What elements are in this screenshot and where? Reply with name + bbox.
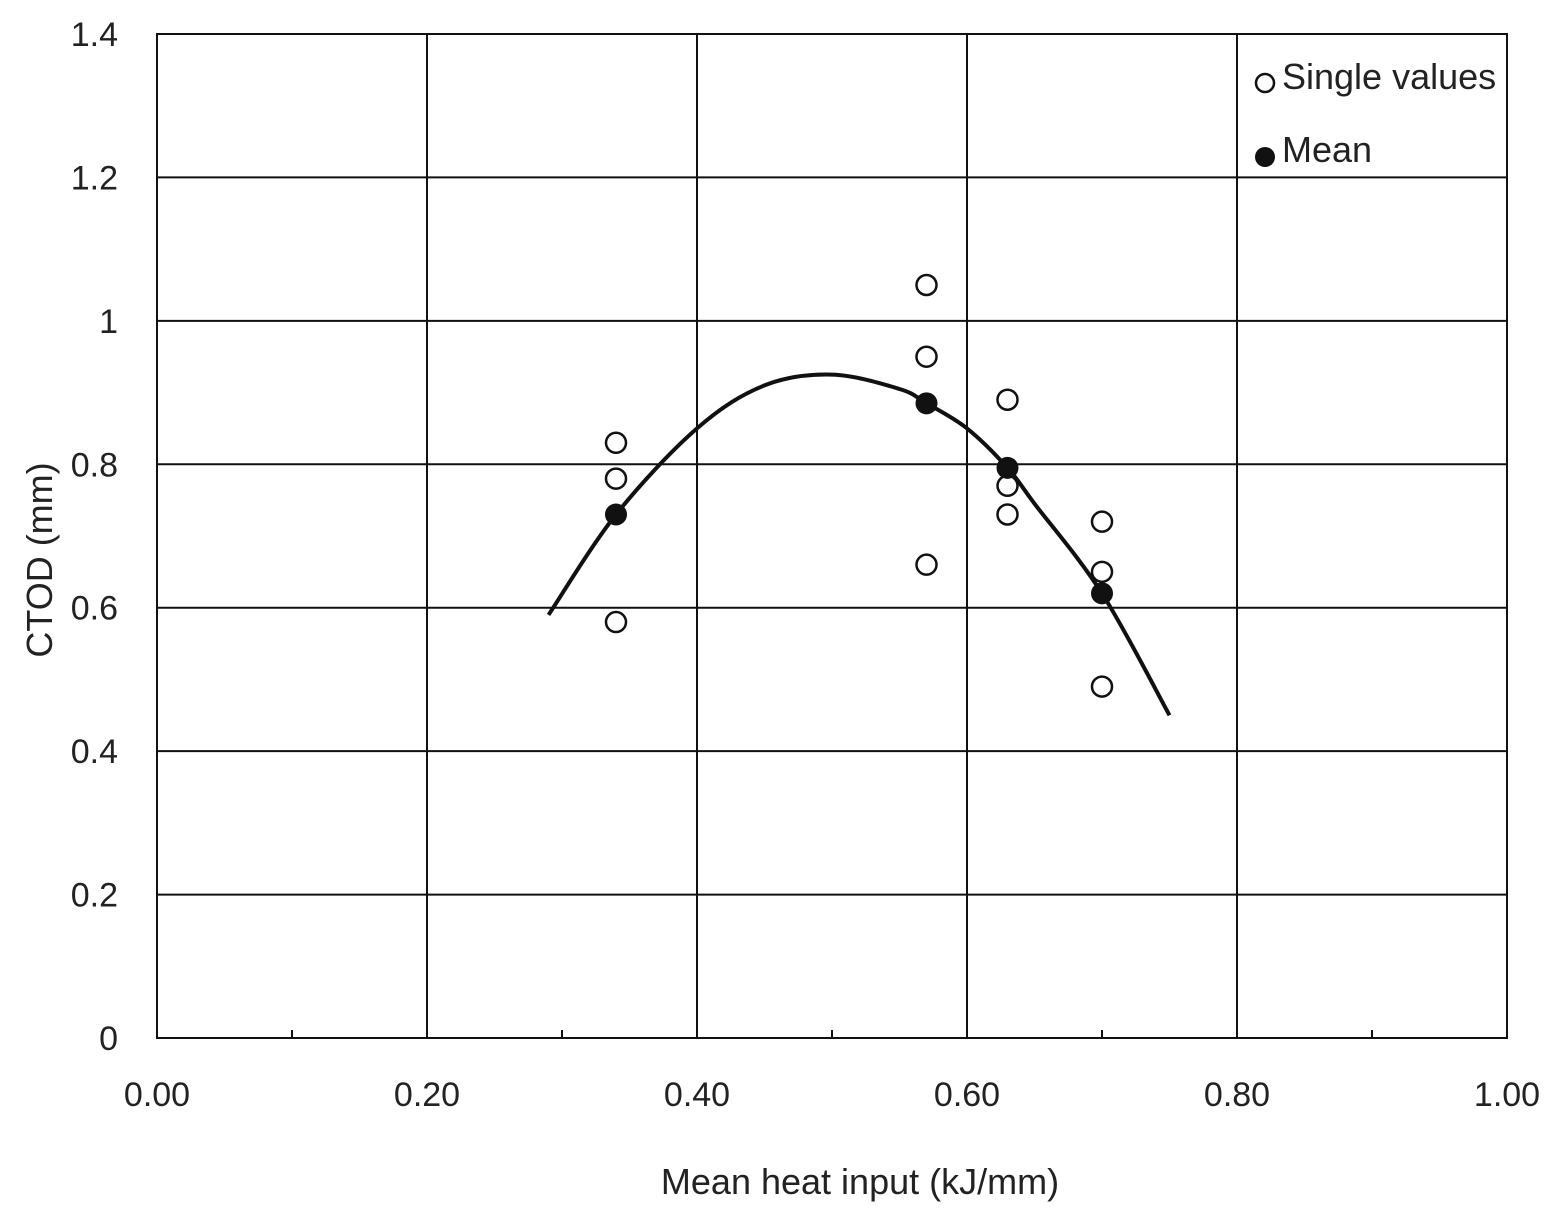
single-value-point	[915, 345, 938, 368]
single-value-point	[915, 553, 938, 576]
y-tick-label: 0	[99, 1020, 118, 1058]
single-value-point	[996, 503, 1019, 526]
y-tick-label: 0.4	[71, 733, 118, 771]
gridlines	[156, 33, 1508, 1039]
single-value-point	[604, 610, 628, 634]
mean-point	[915, 392, 938, 415]
single-value-point	[604, 467, 628, 490]
mean-point	[605, 503, 627, 526]
single-value-point	[1090, 560, 1114, 584]
x-tick-label: 0.60	[934, 1076, 1000, 1114]
x-tick-label: 0.40	[664, 1076, 730, 1114]
y-axis-title: CTOD (mm)	[19, 462, 60, 657]
x-tick-labels: 0.00 0.20 0.40 0.60 0.80 1.00	[124, 1076, 1540, 1114]
data-markers	[604, 273, 1114, 698]
mean-point	[1091, 582, 1113, 605]
y-tick-label: 0.6	[71, 590, 118, 628]
y-tick-labels: 0 0.2 0.4 0.6 0.8 1 1.2 1.4	[71, 16, 118, 1058]
legend-marker-mean	[1255, 147, 1275, 167]
legend: Single values Mean	[1254, 56, 1496, 170]
y-tick-label: 1.2	[71, 159, 118, 197]
x-tick-label: 0.00	[124, 1076, 190, 1114]
trendline-curve	[546, 372, 1172, 717]
x-minor-ticks	[291, 1030, 1373, 1038]
plot-area-frame	[156, 33, 1508, 1039]
x-axis-title: Mean heat input (kJ/mm)	[661, 1161, 1059, 1202]
mean-point	[996, 456, 1019, 479]
legend-label-single-values: Single values	[1282, 56, 1496, 97]
y-tick-label: 0.2	[71, 877, 118, 915]
single-value-point	[1090, 510, 1114, 533]
x-tick-label: 1.00	[1474, 1076, 1540, 1114]
x-tick-label: 0.20	[394, 1076, 460, 1114]
single-value-point	[1090, 675, 1114, 698]
y-tick-label: 0.8	[71, 446, 118, 484]
single-value-point	[604, 431, 628, 455]
single-value-point	[915, 273, 938, 297]
single-value-point	[996, 388, 1019, 411]
legend-marker-single-values	[1254, 72, 1276, 94]
legend-label-mean: Mean	[1282, 129, 1372, 170]
y-tick-label: 1	[99, 303, 118, 341]
x-tick-label: 0.80	[1204, 1076, 1270, 1114]
y-tick-label: 1.4	[71, 16, 118, 54]
